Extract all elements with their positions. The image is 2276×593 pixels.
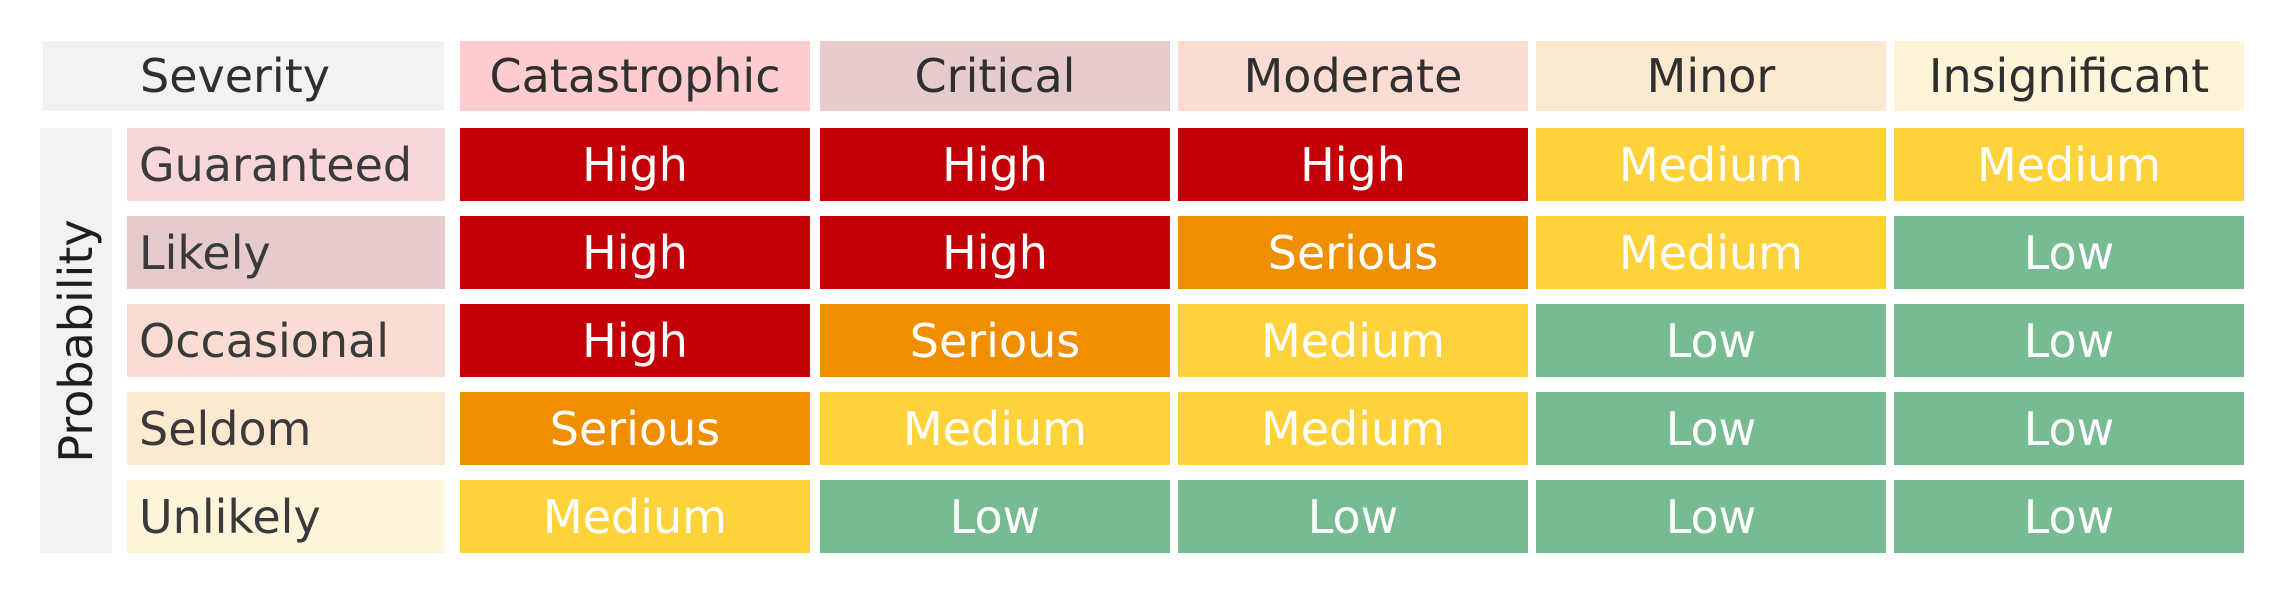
probability-row-label-guaranteed: Guaranteed xyxy=(127,128,445,201)
probability-row-label-unlikely: Unlikely xyxy=(127,480,445,553)
risk-cell: Medium xyxy=(1536,128,1886,201)
risk-cell: Medium xyxy=(1894,128,2244,201)
severity-header-critical: Critical xyxy=(820,41,1170,111)
risk-cell: Low xyxy=(1536,304,1886,377)
risk-cell: Low xyxy=(1536,392,1886,465)
risk-cell: Low xyxy=(820,480,1170,553)
risk-cell: Low xyxy=(1894,480,2244,553)
risk-cell: High xyxy=(460,128,810,201)
probability-row-label-seldom: Seldom xyxy=(127,392,445,465)
risk-cell: Serious xyxy=(1178,216,1528,289)
risk-cell: High xyxy=(460,304,810,377)
risk-cell: Low xyxy=(1894,216,2244,289)
probability-row-label-occasional: Occasional xyxy=(127,304,445,377)
risk-cell: High xyxy=(460,216,810,289)
risk-cell: High xyxy=(1178,128,1528,201)
risk-cell: Low xyxy=(1178,480,1528,553)
risk-cell: Low xyxy=(1894,392,2244,465)
risk-cell: Serious xyxy=(460,392,810,465)
probability-row-label-likely: Likely xyxy=(127,216,445,289)
risk-cell: Medium xyxy=(1536,216,1886,289)
risk-cell: Medium xyxy=(820,392,1170,465)
severity-header-catastrophic: Catastrophic xyxy=(460,41,810,111)
risk-cell: High xyxy=(820,128,1170,201)
risk-cell: Low xyxy=(1894,304,2244,377)
risk-cell: High xyxy=(820,216,1170,289)
risk-cell: Medium xyxy=(460,480,810,553)
risk-cell: Low xyxy=(1536,480,1886,553)
severity-header-minor: Minor xyxy=(1536,41,1886,111)
probability-axis-bar: Probability xyxy=(40,128,112,553)
severity-header-insignificant: Insignificant xyxy=(1894,41,2244,111)
probability-axis-label: Probability xyxy=(49,218,103,463)
risk-cell: Serious xyxy=(820,304,1170,377)
severity-header-moderate: Moderate xyxy=(1178,41,1528,111)
risk-cell: Medium xyxy=(1178,392,1528,465)
severity-header-label: Severity xyxy=(43,41,444,111)
risk-cell: Medium xyxy=(1178,304,1528,377)
